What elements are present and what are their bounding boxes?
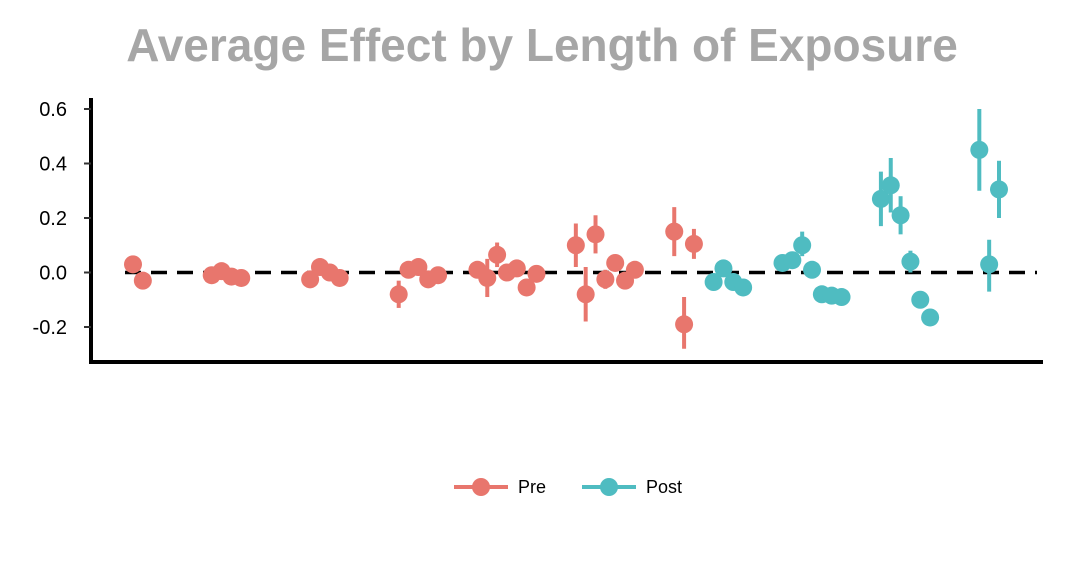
data-point bbox=[566, 236, 585, 255]
data-point bbox=[389, 285, 408, 304]
data-point bbox=[803, 260, 822, 279]
legend-key-post bbox=[580, 472, 638, 502]
data-point bbox=[911, 290, 930, 309]
data-point bbox=[734, 278, 753, 297]
data-point bbox=[488, 245, 507, 264]
legend-label-post: Post bbox=[646, 476, 683, 497]
data-point bbox=[625, 260, 644, 279]
data-point bbox=[596, 270, 615, 289]
legend-key-pre bbox=[452, 472, 510, 502]
data-point bbox=[527, 264, 546, 283]
data-point bbox=[429, 266, 448, 285]
y-tick-label: 0.2 bbox=[39, 208, 67, 230]
data-point bbox=[517, 278, 536, 297]
data-point bbox=[507, 259, 526, 278]
data-point bbox=[665, 222, 684, 241]
data-point bbox=[133, 271, 152, 290]
data-point bbox=[990, 180, 1008, 199]
data-point bbox=[891, 206, 910, 225]
data-point bbox=[232, 268, 251, 287]
data-point bbox=[330, 268, 349, 287]
legend: Pre Post bbox=[452, 472, 716, 502]
data-point bbox=[714, 259, 733, 278]
y-tick-label: 0.6 bbox=[39, 99, 67, 121]
data-point bbox=[980, 255, 999, 274]
y-tick-label: 0.4 bbox=[39, 154, 67, 176]
legend-item-post: Post bbox=[580, 472, 698, 502]
data-point bbox=[409, 258, 428, 277]
data-point bbox=[704, 273, 723, 292]
data-point bbox=[586, 225, 605, 244]
data-point bbox=[970, 140, 989, 159]
data-point bbox=[921, 308, 940, 327]
data-point bbox=[124, 255, 142, 274]
data-point bbox=[881, 176, 900, 195]
data-point bbox=[684, 234, 703, 253]
data-marks bbox=[124, 109, 1008, 349]
data-point bbox=[301, 270, 320, 289]
data-point bbox=[783, 251, 802, 270]
legend-item-pre: Pre bbox=[452, 472, 562, 502]
legend-label-pre: Pre bbox=[518, 476, 547, 497]
data-point bbox=[576, 285, 595, 304]
data-point bbox=[675, 315, 694, 334]
legend-dot-pre bbox=[472, 478, 490, 496]
data-point bbox=[478, 268, 497, 287]
y-axis: 0.6 0.4 0.2 0.0 -0.2 bbox=[33, 98, 93, 362]
legend-dot-post bbox=[600, 478, 619, 496]
series-post bbox=[704, 109, 1008, 327]
y-tick-label: 0.0 bbox=[39, 263, 67, 285]
data-point bbox=[901, 252, 920, 271]
data-point bbox=[606, 253, 625, 272]
data-point bbox=[793, 236, 812, 255]
data-point bbox=[832, 288, 851, 307]
y-tick-label: -0.2 bbox=[33, 317, 67, 339]
series-pre bbox=[124, 207, 703, 349]
chart-title: Average Effect by Length of Exposure bbox=[126, 19, 958, 71]
data-point bbox=[871, 189, 890, 208]
